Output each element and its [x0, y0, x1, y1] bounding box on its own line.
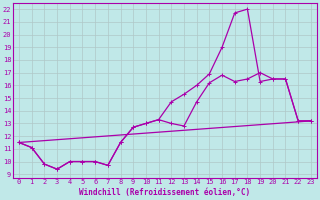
X-axis label: Windchill (Refroidissement éolien,°C): Windchill (Refroidissement éolien,°C) — [79, 188, 251, 197]
